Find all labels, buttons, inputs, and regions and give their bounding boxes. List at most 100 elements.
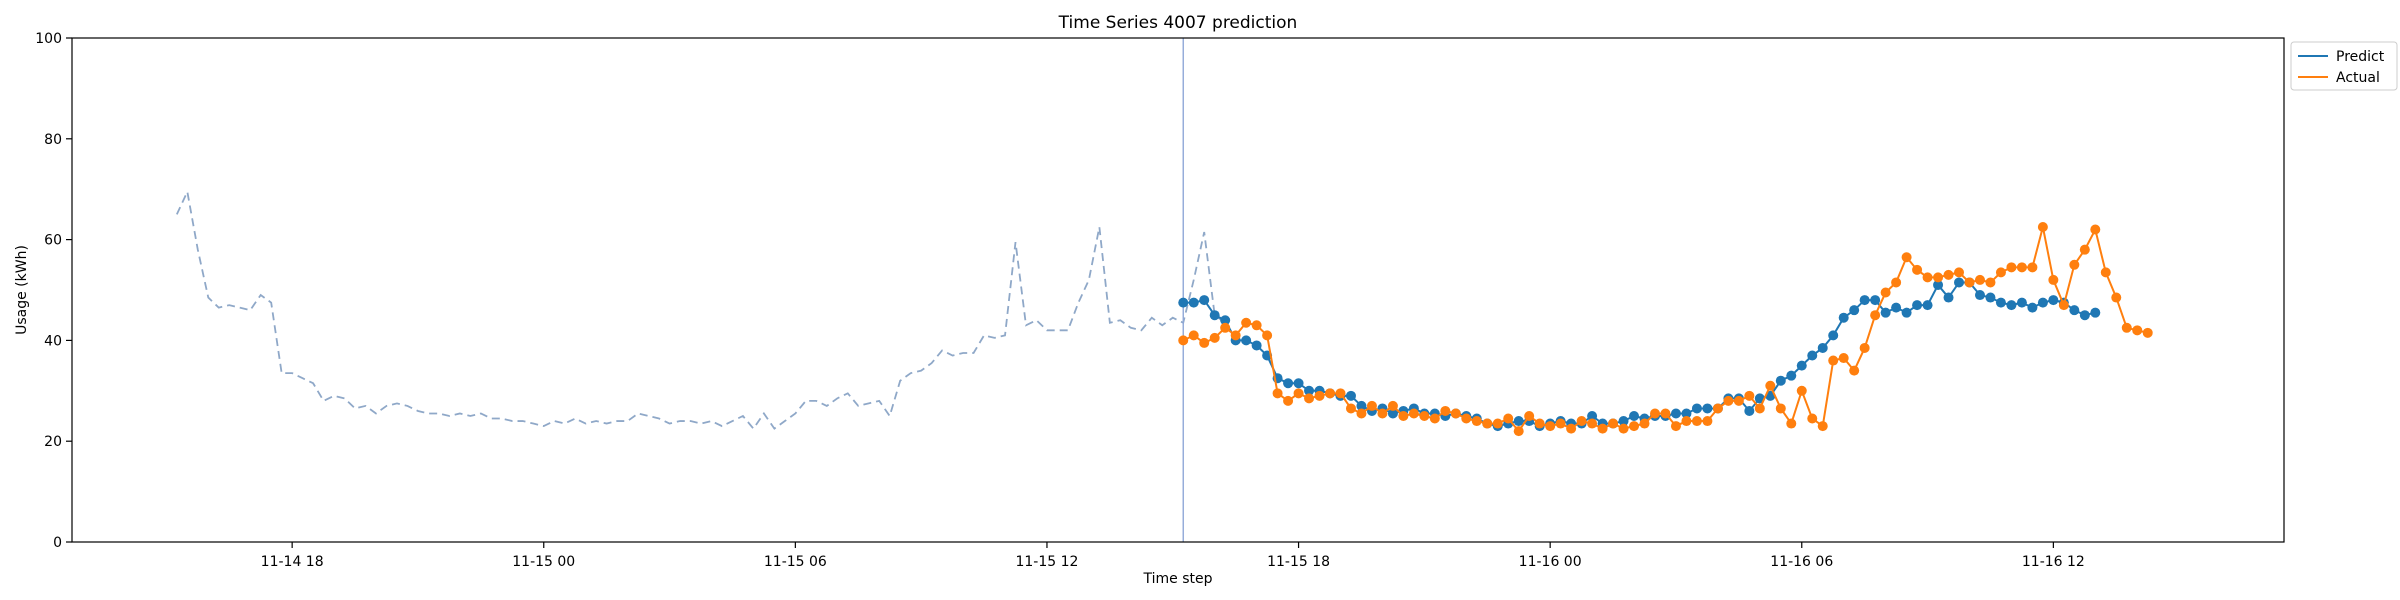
legend-actual-label: Actual <box>2336 70 2380 86</box>
actual-point <box>1429 413 1440 424</box>
predict-point <box>1251 340 1262 351</box>
predict-point <box>1387 408 1398 419</box>
actual-point <box>1241 317 1252 328</box>
actual-point <box>1765 380 1776 391</box>
actual-point <box>1817 421 1828 432</box>
actual-point <box>1482 418 1493 429</box>
actual-point <box>1377 408 1388 419</box>
actual-point <box>1618 423 1629 434</box>
actual-point <box>2016 262 2027 273</box>
actual-point <box>1461 413 1472 424</box>
actual-point <box>2069 259 2080 270</box>
predict-point <box>1880 307 1891 318</box>
actual-point <box>2090 224 2101 235</box>
actual-point <box>1587 418 1598 429</box>
actual-point <box>1943 269 1954 280</box>
predict-point <box>1838 312 1849 323</box>
history-line <box>176 188 1237 431</box>
actual-point <box>1733 395 1744 406</box>
actual-point <box>2132 325 2143 336</box>
legend-predict-label: Predict <box>2336 49 2385 65</box>
x-axis-label: Time step <box>1143 571 1213 587</box>
actual-point <box>2027 262 2038 273</box>
actual-point <box>1293 388 1304 399</box>
predict-point <box>1702 403 1713 414</box>
actual-point <box>1566 423 1577 434</box>
predict-point <box>1933 279 1944 290</box>
actual-point <box>1325 388 1336 399</box>
actual-point <box>1995 267 2006 278</box>
actual-point <box>1199 337 1210 348</box>
actual-point <box>1440 405 1451 416</box>
predict-point <box>1220 315 1231 326</box>
predict-point <box>2048 295 2059 306</box>
actual-point <box>1471 416 1482 427</box>
predict-point <box>1513 416 1524 427</box>
predict-point <box>1859 295 1870 306</box>
predict-point <box>1870 295 1881 306</box>
x-tick-label: 11-16 00 <box>1519 554 1582 570</box>
actual-point <box>1870 310 1881 321</box>
predict-point <box>2027 302 2038 313</box>
predict-point <box>1901 307 1912 318</box>
predict-point <box>1670 408 1681 419</box>
actual-point <box>1828 355 1839 366</box>
actual-point <box>1712 403 1723 414</box>
actual-point <box>1188 330 1199 341</box>
actual-point <box>1345 403 1356 414</box>
actual-point <box>1314 390 1325 401</box>
y-tick-label: 100 <box>35 31 62 47</box>
x-tick-label: 11-16 06 <box>1770 554 1833 570</box>
actual-point <box>1629 421 1640 432</box>
actual-point <box>2037 222 2048 232</box>
y-tick-label: 40 <box>44 333 62 349</box>
actual-point <box>1398 411 1409 421</box>
predict-point <box>1974 290 1985 301</box>
axes: 0 20 40 60 80 100 11-14 18 11-15 00 11-15 06 11-1… <box>35 31 2085 570</box>
predict-point <box>2037 297 2048 308</box>
x-tick-label: 11-16 12 <box>2022 554 2085 570</box>
predict-point <box>1849 305 1860 316</box>
actual-point <box>1178 335 1189 346</box>
actual-point <box>2121 322 2132 333</box>
actual-point <box>1912 264 1923 275</box>
predict-point <box>2006 300 2017 311</box>
actual-point <box>2111 292 2122 303</box>
predict-point <box>2016 297 2027 308</box>
predict-point <box>1922 300 1933 311</box>
predict-point <box>1995 297 2006 308</box>
predict-point <box>1345 390 1356 401</box>
actual-point <box>1545 421 1556 432</box>
actual-point <box>1450 408 1461 419</box>
actual-point <box>1513 426 1524 437</box>
x-tick-label: 11-14 18 <box>261 554 324 570</box>
predict-point <box>1587 411 1598 421</box>
actual-point <box>1723 395 1734 406</box>
actual-point <box>1891 277 1902 288</box>
predict-point <box>1188 297 1199 308</box>
x-tick-label: 11-15 00 <box>512 554 575 570</box>
predict-point <box>1912 300 1923 311</box>
actual-point <box>1503 413 1514 424</box>
predict-point <box>2069 305 2080 316</box>
y-tick-label: 80 <box>44 132 62 148</box>
x-tick-label: 11-15 12 <box>1015 554 1078 570</box>
actual-point <box>1209 332 1220 343</box>
actual-point <box>1356 408 1367 419</box>
predict-point <box>1178 297 1189 308</box>
predict-point <box>1891 302 1902 313</box>
predict-point <box>1618 416 1629 427</box>
actual-point <box>2006 262 2017 273</box>
actual-point <box>1576 416 1587 427</box>
predict-point <box>1817 342 1828 353</box>
predict-point <box>1796 360 1807 371</box>
x-tick-label: 11-15 18 <box>1267 554 1330 570</box>
actual-point <box>1230 330 1241 341</box>
actual-point <box>1691 416 1702 427</box>
actual-point <box>1272 388 1283 399</box>
predict-point <box>1283 378 1294 389</box>
actual-point <box>1880 287 1891 298</box>
actual-point <box>1796 385 1807 396</box>
actual-point <box>1954 267 1965 278</box>
